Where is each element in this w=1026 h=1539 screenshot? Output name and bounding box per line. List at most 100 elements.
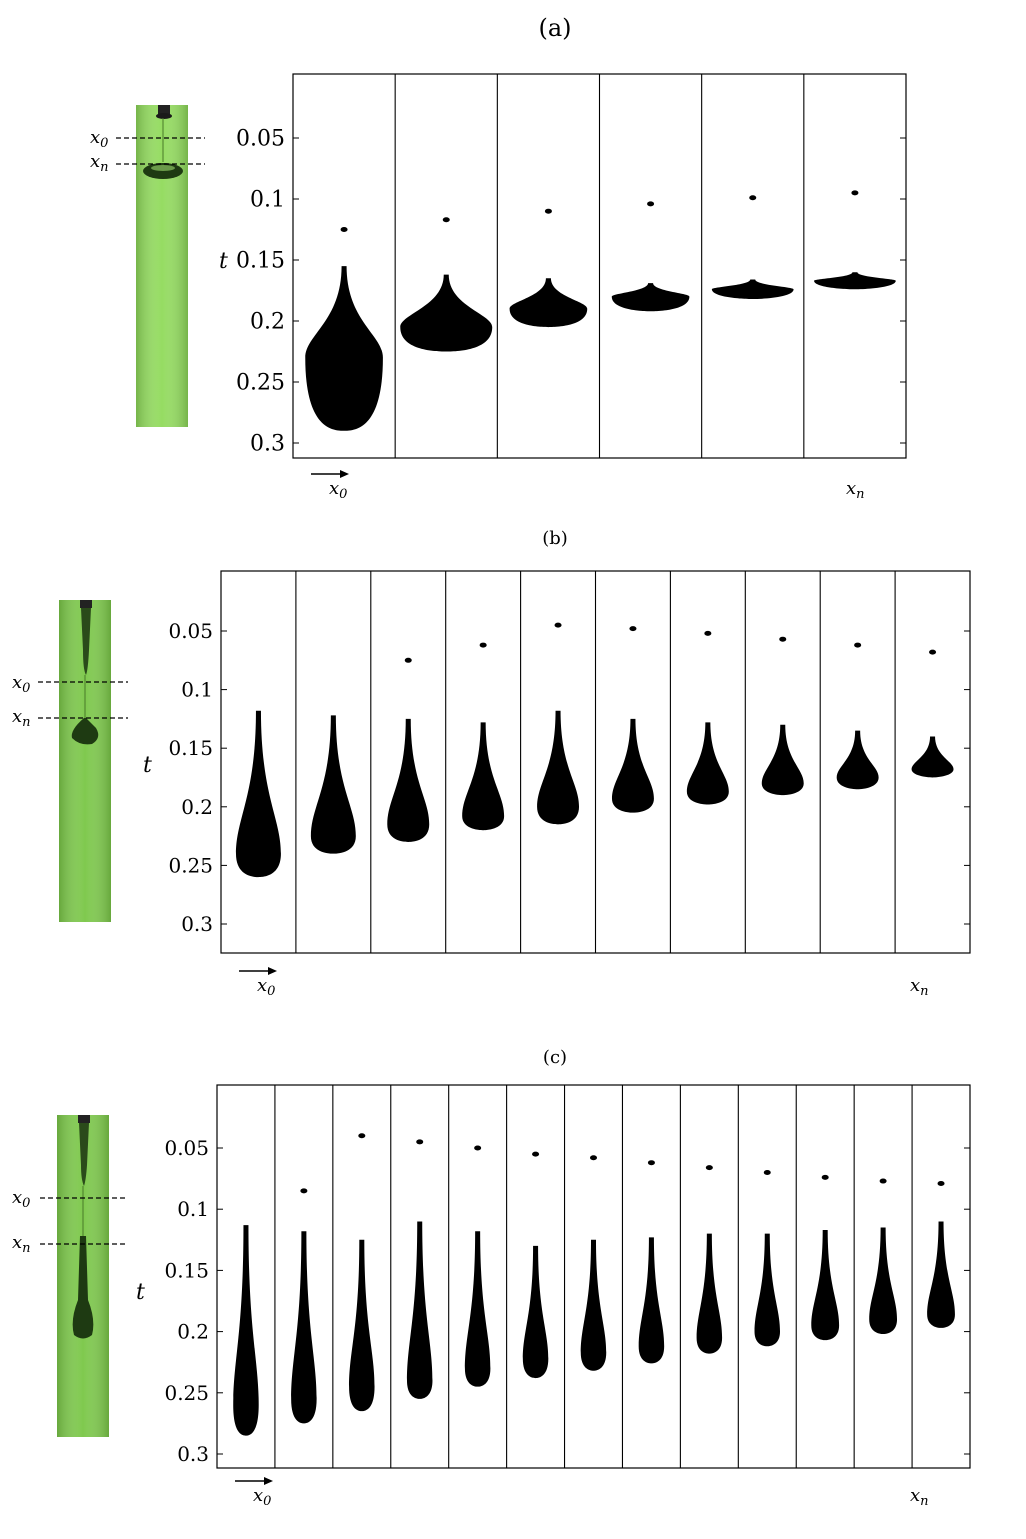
xn-label: xn [910,1485,929,1509]
satellite-droplet [544,208,552,214]
satellite-droplet [404,657,412,663]
droplet-frame-6 [611,626,654,813]
y-axis-label: t [143,753,152,778]
droplet-frame-3 [509,208,588,328]
droplet-silhouette [233,1225,259,1436]
satellite-droplet [340,227,348,232]
droplet-frame-10 [911,649,954,778]
satellite-droplet [479,642,487,648]
droplet-silhouette [400,274,493,352]
droplet-silhouette [235,710,281,878]
satellite-droplet [929,649,937,655]
droplet-silhouette [580,1239,607,1371]
droplet-frame-9 [696,1165,723,1354]
y-tick-label: 0.1 [177,1197,209,1221]
x0-label: x0 [253,1485,271,1509]
droplet-frame-2 [291,1188,317,1424]
droplet-frame-2 [310,715,356,854]
droplet-frame-3 [349,1133,375,1412]
y-tick-label: 0.15 [236,249,285,274]
panel-a-photo [136,105,188,427]
satellite-droplet [358,1133,366,1139]
droplet-frame-10 [754,1169,781,1347]
droplet-silhouette [611,283,690,312]
panel-c-photo [57,1115,109,1437]
y-tick-label: 0.15 [168,736,213,760]
satellite-droplet [704,630,712,636]
arrow-head-icon [340,470,349,478]
y-tick-label: 0.1 [181,678,213,702]
droplet-frame-7 [686,630,729,805]
satellite-droplet [474,1145,482,1151]
droplet-silhouette [310,715,356,854]
panel-b: (b) x0 xn 0.05 0.1 0.15 0.2 0.25 0.3 t x0 xn [12,528,971,999]
droplet-silhouette [927,1221,955,1328]
y-tick-label: 0.25 [168,853,213,877]
y-tick-label: 0.3 [250,432,285,457]
droplet-frame-1 [235,710,281,878]
satellite-droplet [300,1188,308,1194]
panel-b-position-markers: x0 xn [12,672,128,730]
panel-c-position-markers: x0 xn [12,1187,128,1256]
droplet-silhouette [638,1237,665,1364]
panel-b-photo [59,600,111,922]
panel-c-x0-marker: x0 [12,1187,30,1211]
satellite-droplet [647,201,655,207]
panel-b-xn-marker: xn [12,706,31,730]
y-tick-label: 0.2 [181,795,213,819]
droplet-silhouette [349,1239,375,1412]
droplet-frame-4 [406,1139,433,1399]
droplet-silhouette [611,718,654,813]
droplet-frame-12 [869,1178,898,1335]
droplet-silhouette [291,1231,317,1424]
droplet-silhouette [711,279,794,300]
y-tick-label: 0.05 [168,619,213,643]
satellite-droplet [532,1151,540,1157]
satellite-droplet [442,217,450,223]
panel-c-label: (c) [543,1047,567,1068]
satellite-droplet [554,622,562,628]
panel-a-position-markers: x0 xn [90,127,205,175]
droplet-frame-1 [305,227,383,431]
droplet-frame-6 [814,190,896,290]
satellite-droplet [705,1165,713,1171]
arrow-head-icon [264,1477,273,1485]
droplet-frame-8 [761,636,804,796]
droplet-silhouette [387,718,430,842]
droplet-frame-8 [638,1160,665,1364]
droplet-silhouette [869,1227,898,1335]
droplet-frame-2 [400,217,493,352]
plot-frame [216,1084,971,1469]
y-tick-label: 0.25 [164,1381,209,1405]
droplet-frame-6 [522,1151,549,1379]
droplet-frame-5 [537,622,580,825]
y-tick-label: 0.2 [177,1320,209,1344]
droplet-frame-11 [811,1174,840,1341]
satellite-droplet [821,1174,829,1180]
satellite-droplet [590,1155,597,1161]
droplet-silhouette [814,272,896,290]
droplet-silhouette [811,1230,840,1341]
satellite-droplet [749,195,757,201]
droplet-frame-1 [233,1225,259,1436]
y-tick-label: 0.3 [177,1442,209,1466]
droplet-frame-3 [387,657,430,842]
y-axis-label: t [136,1280,145,1305]
droplet-frame-4 [462,642,505,831]
satellite-droplet [937,1180,945,1186]
droplet-silhouette [537,710,580,825]
droplet-silhouette [911,736,954,778]
satellite-droplet [779,636,787,642]
droplet-frame-5 [711,195,794,300]
droplet-silhouette [836,730,879,790]
droplet-silhouette [522,1245,549,1379]
y-tick-label: 0.25 [236,371,285,396]
y-tick-label: 0.2 [250,310,285,335]
droplet-frame-4 [611,201,690,312]
satellite-droplet [647,1160,655,1166]
panel-a-plot: 0.05 0.1 0.15 0.2 0.25 0.3 t x0 xn [219,73,907,502]
panel-a-xn-marker: xn [90,151,109,175]
droplet-silhouette [462,722,505,831]
droplet-frame-13 [927,1180,955,1328]
droplet-silhouette [761,724,804,796]
